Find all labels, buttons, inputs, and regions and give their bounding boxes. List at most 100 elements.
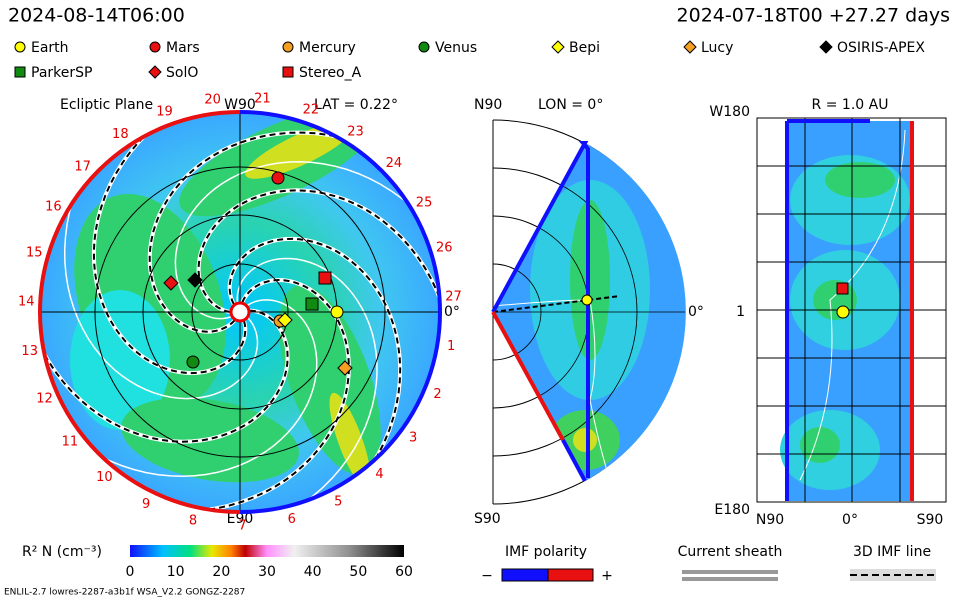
- legend-marker: [418, 41, 430, 53]
- polarity-positive: [547, 568, 594, 582]
- body-marker: [305, 297, 319, 311]
- rotation-label: 4: [375, 467, 383, 482]
- colorbar-tick: 50: [349, 564, 367, 580]
- field-line: [148, 131, 369, 333]
- sheath-key: [682, 577, 778, 581]
- legend-marker: [14, 41, 26, 53]
- axis-label: S90: [917, 512, 944, 528]
- field-line: [174, 278, 350, 512]
- edge-negative: [491, 311, 565, 441]
- colorbar-tick: 30: [258, 564, 276, 580]
- sheath-line: [72, 299, 318, 478]
- legend-label: SolO: [166, 65, 198, 81]
- legend-marker: [14, 66, 26, 78]
- density-map: [40, 112, 440, 512]
- colorbar-label: R² N (cm⁻³): [22, 544, 102, 560]
- body-marker: [187, 272, 203, 288]
- sheath-line: [174, 161, 433, 320]
- rim-positive: [239, 110, 442, 514]
- legend-label: Lucy: [701, 40, 733, 56]
- body-marker: [318, 271, 332, 285]
- axis-label: W180: [709, 104, 750, 120]
- polarity-negative: [501, 568, 549, 582]
- legend-marker: [149, 41, 161, 53]
- body-marker: [271, 171, 285, 185]
- field-lines: [40, 112, 440, 512]
- colorbar-tick: 10: [167, 564, 185, 580]
- rotation-label: 27: [445, 290, 462, 305]
- key-title: 3D IMF line: [853, 544, 931, 560]
- elapsed-time: 2024-07-18T00 +27.27 days: [677, 5, 950, 27]
- legend-label: Mars: [166, 40, 200, 56]
- legend-marker: [148, 65, 162, 79]
- earth-marker: [581, 294, 593, 306]
- earth-marker: [836, 305, 850, 319]
- longitude: LON = 0°: [538, 97, 603, 113]
- legend-marker: [282, 66, 294, 78]
- rotation-label: 25: [416, 195, 433, 210]
- legend-label: OSIRIS-APEX: [837, 40, 925, 56]
- colorbar-ticks: 0 10 20 30 40 50 60: [126, 564, 413, 580]
- key-title: Current sheath: [678, 544, 783, 560]
- rotation-label: 11: [62, 434, 79, 449]
- colorbar: [130, 545, 404, 557]
- bodies: [163, 171, 353, 376]
- rotation-label: 9: [142, 497, 150, 512]
- line-key-bg: [850, 569, 936, 581]
- key-label: −: [481, 568, 493, 584]
- rotation-label: 10: [96, 470, 113, 485]
- run-time: 2024-08-14T06:00: [8, 5, 185, 27]
- body-marker: [277, 312, 293, 328]
- stereo-marker: [836, 282, 849, 295]
- body-marker: [186, 355, 200, 369]
- rotation-label: 3: [409, 430, 417, 445]
- body-marker: [163, 275, 179, 291]
- rotation-label: 20: [204, 92, 221, 107]
- field-line: [197, 189, 440, 331]
- rotation-label: 1: [447, 339, 455, 354]
- field-line: [228, 237, 402, 488]
- density-blob: [70, 290, 170, 430]
- legend-label: Stereo_A: [299, 65, 362, 81]
- rotation-label: 2: [433, 387, 441, 402]
- colorbar-tick: 0: [126, 564, 135, 580]
- rotation-label: 19: [156, 104, 173, 119]
- axis-label: E180: [714, 502, 750, 518]
- axis-label: 0°: [444, 304, 460, 320]
- latitude: LAT = 0.22°: [314, 97, 398, 113]
- rotation-label: 18: [112, 127, 129, 142]
- sun: [229, 301, 251, 323]
- rotation-label: 6: [288, 512, 296, 527]
- rotation-label: 24: [386, 156, 403, 171]
- legend: Earth Mars Mercury Venus Bepi Lucy OSIRIS-APEX…: [14, 40, 925, 81]
- sheath-key: [682, 570, 778, 574]
- rotation-label: 5: [334, 495, 342, 510]
- sheath-line: [63, 171, 259, 400]
- legend-marker: [683, 40, 697, 54]
- key-title: IMF polarity: [505, 544, 587, 560]
- edge-positive: [491, 141, 590, 478]
- axis-label: S90: [474, 511, 501, 527]
- colorbar-tick: 60: [395, 564, 413, 580]
- axis-label: N90: [474, 97, 502, 113]
- rotation-label: 15: [26, 246, 43, 261]
- axis-label: N90: [756, 512, 784, 528]
- body-marker: [337, 360, 353, 376]
- colorbar-tick: 40: [304, 564, 322, 580]
- legend-label: Venus: [435, 40, 477, 56]
- rotation-label: 12: [36, 392, 53, 407]
- legend-marker: [819, 40, 833, 54]
- rotation-label: 23: [347, 124, 364, 139]
- field-line: [92, 113, 247, 375]
- legend-marker: [551, 40, 565, 54]
- footer: ENLIL-2.7 lowres-2287-a3b1f WSA_V2.2 GON…: [4, 588, 245, 598]
- rotation-label: 22: [303, 103, 320, 118]
- rotation-label: 13: [21, 344, 38, 359]
- legend-label: ParkerSP: [31, 65, 92, 81]
- panel-title: Ecliptic Plane: [60, 97, 153, 113]
- legend-label: Mercury: [299, 40, 356, 56]
- rim-negative: [38, 110, 241, 514]
- key-label: +: [601, 568, 613, 584]
